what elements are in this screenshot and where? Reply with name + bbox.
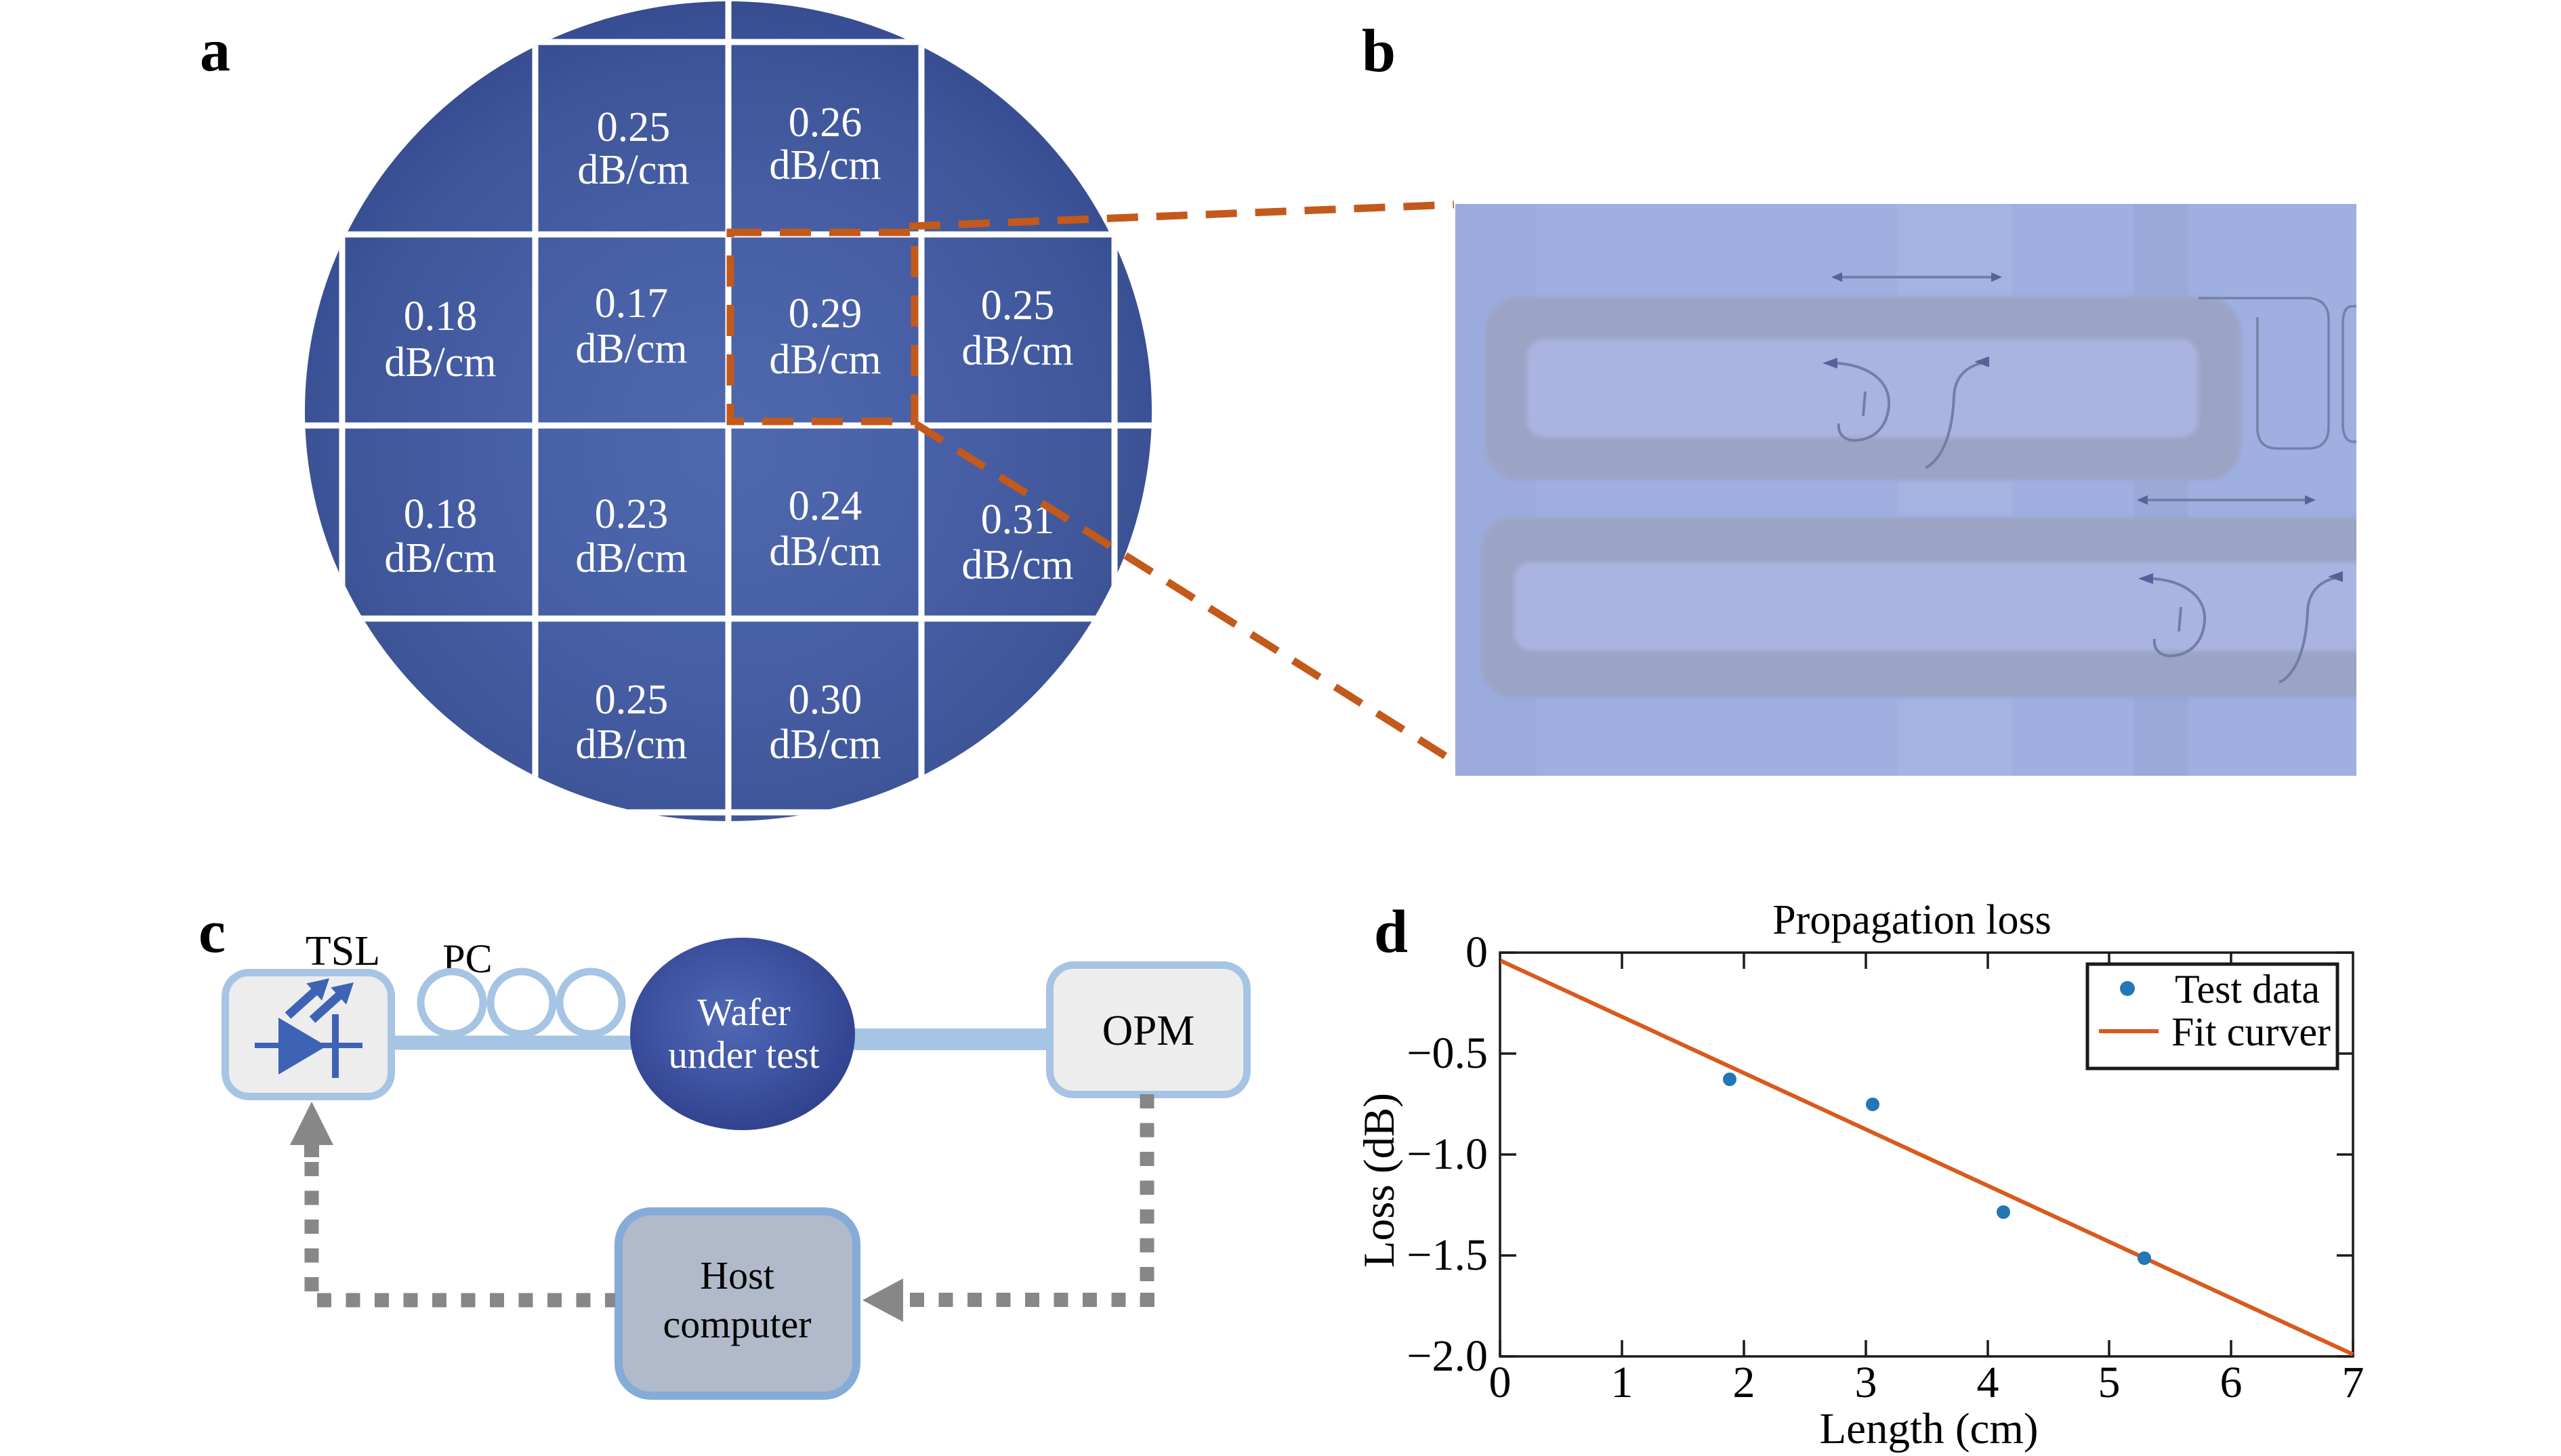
svg-text:OPM: OPM [1102, 1007, 1195, 1054]
svg-text:−1.5: −1.5 [1407, 1230, 1488, 1280]
svg-text:0.25: 0.25 [595, 677, 669, 723]
svg-text:3: 3 [1855, 1358, 1877, 1407]
svg-text:6: 6 [2220, 1358, 2243, 1407]
svg-text:dB/cm: dB/cm [961, 542, 1073, 588]
svg-text:dB/cm: dB/cm [577, 147, 689, 193]
svg-text:0.25: 0.25 [597, 104, 671, 150]
svg-text:5: 5 [2098, 1358, 2121, 1407]
svg-text:b: b [1362, 18, 1396, 85]
svg-text:0.30: 0.30 [789, 677, 862, 723]
svg-text:Length (cm): Length (cm) [1819, 1405, 2038, 1453]
svg-text:0.23: 0.23 [595, 491, 669, 537]
svg-text:0.25: 0.25 [981, 283, 1055, 329]
svg-text:dB/cm: dB/cm [575, 535, 687, 581]
svg-text:0.24: 0.24 [789, 483, 862, 529]
svg-text:Propagation loss: Propagation loss [1772, 897, 2052, 943]
svg-text:−2.0: −2.0 [1407, 1331, 1488, 1381]
svg-text:TSL: TSL [306, 928, 380, 974]
svg-text:Fit curver: Fit curver [2171, 1010, 2331, 1054]
svg-text:4: 4 [1977, 1358, 1999, 1407]
svg-text:0.17: 0.17 [595, 280, 669, 327]
svg-text:under test: under test [668, 1034, 819, 1077]
svg-text:−0.5: −0.5 [1407, 1028, 1488, 1078]
svg-text:dB/cm: dB/cm [575, 722, 687, 768]
svg-text:dB/cm: dB/cm [769, 528, 881, 575]
svg-text:dB/cm: dB/cm [384, 535, 496, 581]
svg-text:0.18: 0.18 [404, 293, 478, 339]
svg-text:d: d [1374, 898, 1408, 965]
svg-text:−1.0: −1.0 [1407, 1129, 1488, 1179]
svg-text:2: 2 [1733, 1358, 1755, 1407]
svg-text:computer: computer [663, 1302, 811, 1346]
svg-text:Wafer: Wafer [697, 991, 791, 1034]
svg-text:dB/cm: dB/cm [961, 328, 1073, 374]
svg-text:dB/cm: dB/cm [384, 339, 496, 386]
svg-text:dB/cm: dB/cm [769, 337, 881, 383]
svg-text:7: 7 [2342, 1358, 2365, 1407]
svg-text:c: c [199, 898, 226, 965]
svg-text:0: 0 [1489, 1358, 1512, 1407]
svg-text:0: 0 [1465, 928, 1488, 977]
svg-text:Test data: Test data [2175, 967, 2320, 1012]
svg-text:a: a [200, 17, 230, 84]
svg-text:dB/cm: dB/cm [575, 326, 687, 372]
svg-text:0.26: 0.26 [789, 100, 862, 146]
svg-text:0.29: 0.29 [789, 291, 862, 337]
svg-text:Host: Host [700, 1253, 774, 1297]
svg-text:dB/cm: dB/cm [769, 142, 881, 188]
svg-text:Loss (dB): Loss (dB) [1355, 1093, 1404, 1268]
svg-text:0.18: 0.18 [404, 491, 478, 537]
svg-text:dB/cm: dB/cm [769, 722, 881, 768]
svg-text:1: 1 [1611, 1358, 1633, 1407]
